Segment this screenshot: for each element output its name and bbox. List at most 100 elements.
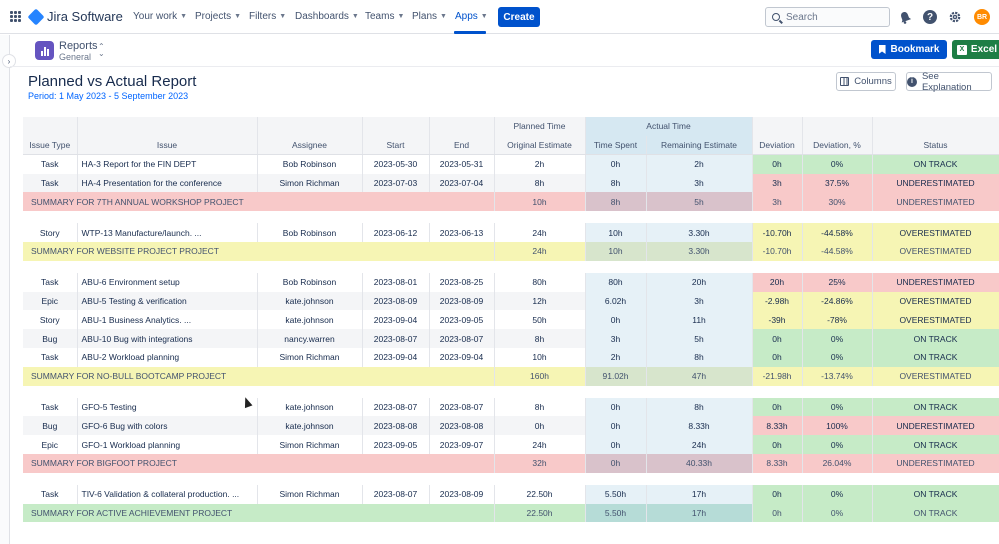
bookmark-button[interactable]: Bookmark [871, 40, 947, 59]
cell-original-estimate: 160h [494, 366, 586, 386]
cell-original-estimate: 24h [494, 241, 586, 261]
nav-filters[interactable]: Filters ▼ [249, 11, 286, 22]
cell-issue-link[interactable]: GFO-5 Testing [77, 397, 258, 417]
chevron-down-icon: ▼ [180, 13, 188, 20]
col-header-end[interactable]: End [429, 135, 495, 156]
cell-deviation-percent: -13.74% [802, 366, 873, 386]
cell-remaining-estimate: 3h [646, 173, 753, 193]
group-spacer [23, 261, 999, 273]
cell-issue-link[interactable]: WTP-13 Manufacture/launch. ... [77, 223, 258, 242]
table-row[interactable]: Story ABU-1 Business Analytics. ... kate.j… [23, 310, 999, 330]
col-header-assignee[interactable]: Assignee [257, 135, 363, 156]
col-header-issue[interactable]: Issue [77, 135, 258, 156]
cell-assignee: kate.johnson [257, 310, 363, 330]
jira-logo[interactable]: Jira Software [27, 8, 123, 25]
help-icon[interactable]: ? [922, 9, 938, 25]
cell-issue-link[interactable]: GFO-6 Bug with colors [77, 416, 258, 436]
col-header-status[interactable]: Status [872, 135, 999, 156]
table-row[interactable]: Bug ABU-10 Bug with integrations nancy.war… [23, 329, 999, 348]
nav-label: Apps [455, 11, 478, 22]
status-badge: UNDERESTIMATED [872, 173, 999, 193]
see-explanation-button[interactable]: i See Explanation [906, 71, 992, 93]
table-row[interactable]: Bug GFO-6 Bug with colors kate.johnson 2023… [23, 416, 999, 436]
cell-issue-link[interactable]: ABU-10 Bug with integrations [77, 329, 258, 348]
create-button[interactable]: Create [498, 7, 540, 27]
col-header-start[interactable]: Start [362, 135, 430, 156]
switch-report-chevron-icon[interactable]: ⌃ ⌄ [98, 42, 105, 58]
expand-sidebar-chevron-icon[interactable]: › [2, 54, 16, 68]
cell-time-spent: 0h [585, 416, 647, 436]
report-period: Period: 1 May 2023 - 5 September 2023 [28, 91, 189, 101]
cell-issue-link[interactable]: ABU-2 Workload planning [77, 347, 258, 367]
spacer-cell [23, 386, 999, 398]
app-switcher-icon[interactable] [10, 11, 21, 22]
search-input[interactable]: Search [765, 7, 890, 27]
cell-issue-link[interactable]: ABU-1 Business Analytics. ... [77, 310, 258, 330]
active-nav-indicator [454, 31, 486, 34]
cell-remaining-estimate: 24h [646, 435, 753, 454]
empty-header [362, 117, 430, 136]
table-row[interactable]: Epic GFO-1 Workload planning Simon Richman… [23, 435, 999, 454]
cell-time-spent: 91.02h [585, 366, 647, 386]
nav-dashboards[interactable]: Dashboards ▼ [295, 11, 359, 22]
cell-issue-link[interactable]: ABU-5 Testing & verification [77, 291, 258, 311]
cell-original-estimate: 22.50h [494, 503, 586, 523]
table-row[interactable]: Task ABU-2 Workload planning Simon Richman… [23, 347, 999, 367]
cell-deviation-percent: 0% [802, 397, 873, 417]
status-badge: OVERESTIMATED [872, 241, 999, 261]
nav-apps[interactable]: Apps ▼ [455, 11, 488, 22]
nav-label: Projects [195, 11, 232, 22]
cell-issue-type: Task [23, 347, 78, 367]
cell-original-estimate: 50h [494, 310, 586, 330]
table-row[interactable]: Task TIV-6 Validation & collateral produc… [23, 484, 999, 504]
brand-name: Jira Software [47, 9, 123, 24]
excel-export-button[interactable]: X Excel [952, 40, 999, 59]
cell-deviation: 8.33h [752, 453, 803, 473]
col-header-time-spent[interactable]: Time Spent [585, 135, 647, 156]
table-row[interactable]: Task HA-4 Presentation for the conference… [23, 173, 999, 193]
nav-your-work[interactable]: Your work ▼ [133, 11, 187, 22]
user-avatar[interactable]: BR [974, 9, 990, 25]
col-header-original-estimate[interactable]: Original Estimate [494, 135, 586, 156]
col-header-remaining-estimate[interactable]: Remaining Estimate [646, 135, 753, 156]
table-row[interactable]: Task HA-3 Report for the FIN DEPT Bob Robi… [23, 154, 999, 174]
col-header-deviation-percent[interactable]: Deviation, % [802, 135, 873, 156]
table-row[interactable]: Task ABU-6 Environment setup Bob Robinson 2… [23, 272, 999, 292]
cell-deviation-percent: 100% [802, 416, 873, 436]
cell-issue-link[interactable]: TIV-6 Validation & collateral production… [77, 484, 258, 504]
status-badge: ON TRACK [872, 503, 999, 523]
table-row[interactable]: Task GFO-5 Testing kate.johnson 2023-08-07 2… [23, 397, 999, 417]
cell-issue-link[interactable]: HA-4 Presentation for the conference [77, 173, 258, 193]
table-row[interactable]: Epic ABU-5 Testing & verification kate.joh… [23, 291, 999, 311]
cell-end-date: 2023-07-04 [429, 173, 495, 193]
cell-issue-link[interactable]: HA-3 Report for the FIN DEPT [77, 154, 258, 174]
cell-original-estimate: 22.50h [494, 484, 586, 504]
cell-assignee: Simon Richman [257, 484, 363, 504]
cell-assignee: nancy.warren [257, 329, 363, 348]
cell-remaining-estimate: 8.33h [646, 416, 753, 436]
info-icon: i [907, 76, 917, 87]
nav-teams[interactable]: Teams ▼ [365, 11, 404, 22]
columns-button[interactable]: Columns [836, 72, 896, 91]
settings-gear-icon[interactable] [947, 9, 963, 25]
cell-end-date: 2023-09-04 [429, 347, 495, 367]
cell-assignee: Bob Robinson [257, 154, 363, 174]
cell-remaining-estimate: 5h [646, 192, 753, 212]
table-row[interactable]: Story WTP-13 Manufacture/launch. ... Bob R… [23, 223, 999, 242]
cell-deviation: 0h [752, 484, 803, 504]
notifications-icon[interactable] [897, 9, 913, 25]
table-group-header-row: Planned Time Actual Time [23, 117, 999, 136]
summary-row: SUMMARY FOR WEBSITE PROJECT PROJECT 24h 10… [23, 241, 999, 261]
col-header-issue-type[interactable]: Issue Type [23, 135, 78, 156]
col-header-deviation[interactable]: Deviation [752, 135, 803, 156]
spacer-cell [23, 211, 999, 223]
columns-label: Columns [854, 76, 892, 87]
cell-end-date: 2023-08-09 [429, 291, 495, 311]
summary-row: SUMMARY FOR ACTIVE ACHIEVEMENT PROJECT 22… [23, 503, 999, 523]
nav-projects[interactable]: Projects ▼ [195, 11, 241, 22]
cell-issue-link[interactable]: ABU-6 Environment setup [77, 272, 258, 292]
nav-label: Teams [365, 11, 395, 22]
nav-plans[interactable]: Plans ▼ [412, 11, 447, 22]
cell-deviation: 0h [752, 154, 803, 174]
cell-issue-link[interactable]: GFO-1 Workload planning [77, 435, 258, 454]
